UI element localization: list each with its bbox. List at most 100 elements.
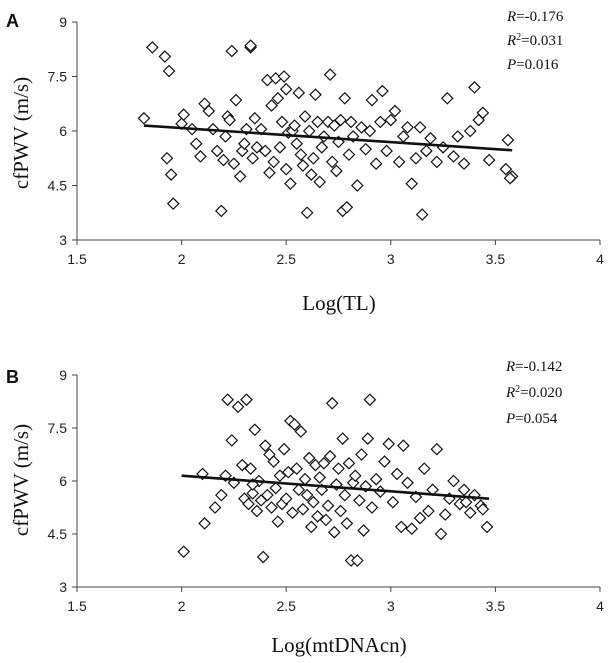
data-point: [430, 155, 444, 169]
x-tick-label: 2.5: [276, 251, 296, 267]
stat-r: R=-0.176: [506, 9, 564, 25]
data-point: [394, 520, 408, 534]
data-point: [422, 504, 435, 518]
data-point: [166, 197, 180, 211]
data-point: [457, 157, 471, 171]
x-axis-title: Log(TL): [302, 291, 375, 315]
data-point: [430, 442, 444, 456]
data-point: [267, 455, 280, 468]
data-point: [296, 502, 310, 516]
data-point: [302, 451, 316, 465]
data-point: [440, 91, 454, 105]
panel-label: A: [6, 11, 19, 31]
stat-r: R=-0.142: [505, 359, 562, 375]
data-point: [279, 492, 293, 506]
data-point: [158, 50, 172, 63]
data-point: [258, 144, 272, 158]
x-tick-label: 3: [387, 598, 395, 614]
x-tick-label: 1.5: [67, 598, 87, 614]
data-point: [376, 84, 389, 98]
data-point: [271, 91, 285, 105]
data-point: [340, 200, 354, 214]
x-tick-label: 1.5: [67, 251, 87, 267]
data-point: [309, 88, 322, 102]
data-point: [275, 115, 289, 129]
data-point: [390, 467, 404, 481]
data-point: [325, 396, 339, 410]
y-tick-label: 9: [59, 14, 67, 30]
y-tick-label: 3: [59, 232, 67, 248]
data-point: [424, 131, 437, 145]
data-point: [248, 423, 262, 437]
data-point: [384, 113, 398, 127]
y-axis-title: cfPWV (m/s): [9, 77, 33, 189]
data-point: [334, 113, 347, 127]
data-point: [284, 177, 297, 191]
data-point: [250, 141, 264, 154]
data-point: [202, 104, 216, 118]
data-point: [137, 111, 151, 125]
data-point: [263, 166, 276, 180]
panel-label: B: [6, 367, 19, 387]
data-point: [357, 524, 370, 537]
data-point: [294, 148, 308, 161]
data-point: [160, 151, 174, 165]
data-point: [359, 142, 373, 156]
data-point: [468, 81, 481, 94]
data-point: [350, 554, 364, 567]
y-tick-label: 3: [59, 579, 67, 595]
data-point: [332, 462, 345, 475]
data-point: [420, 144, 433, 158]
data-point: [198, 517, 211, 530]
data-point: [292, 86, 306, 100]
data-point: [397, 439, 410, 453]
x-tick-label: 3.5: [486, 251, 506, 267]
x-tick-label: 3.5: [486, 598, 506, 614]
data-point: [244, 39, 257, 52]
data-point: [273, 141, 287, 154]
x-tick-label: 4: [596, 251, 604, 267]
data-point: [214, 488, 228, 502]
x-tick-label: 3: [387, 251, 395, 267]
y-tick-label: 6: [59, 473, 67, 489]
data-point: [342, 148, 356, 161]
y-tick-label: 7.5: [48, 69, 68, 85]
y-tick-label: 6: [59, 123, 67, 139]
data-point: [323, 449, 337, 463]
data-point: [457, 483, 471, 497]
data-point: [304, 520, 318, 534]
data-point: [235, 458, 249, 472]
data-point: [323, 68, 337, 82]
data-point: [380, 144, 393, 158]
data-point: [244, 462, 257, 475]
data-point: [409, 151, 423, 165]
x-tick-label: 2.5: [276, 598, 296, 614]
data-point: [238, 137, 251, 151]
data-point: [302, 124, 316, 138]
data-point: [246, 151, 260, 165]
data-point: [311, 115, 324, 129]
data-point: [223, 113, 237, 127]
data-point: [281, 465, 295, 479]
data-point: [405, 522, 419, 536]
data-point: [210, 144, 224, 158]
data-point: [417, 462, 431, 475]
data-point: [434, 527, 448, 541]
data-point: [246, 487, 260, 500]
trend-line: [143, 124, 513, 152]
panel-b: B cfPWV (m/s) Log(mtDNAcn) R=-0.142 R2=0…: [6, 359, 604, 657]
stat-p: P=0.016: [506, 57, 559, 73]
data-point: [292, 483, 306, 497]
data-point: [265, 501, 278, 514]
data-point: [355, 448, 368, 461]
data-point: [327, 525, 341, 539]
data-point: [482, 153, 496, 167]
data-point: [365, 501, 379, 514]
data-point: [265, 99, 278, 112]
data-point: [348, 469, 362, 483]
data-point: [369, 157, 383, 171]
data-point: [447, 150, 460, 163]
data-point: [463, 506, 477, 520]
data-point: [221, 393, 234, 407]
data-point: [378, 455, 391, 468]
